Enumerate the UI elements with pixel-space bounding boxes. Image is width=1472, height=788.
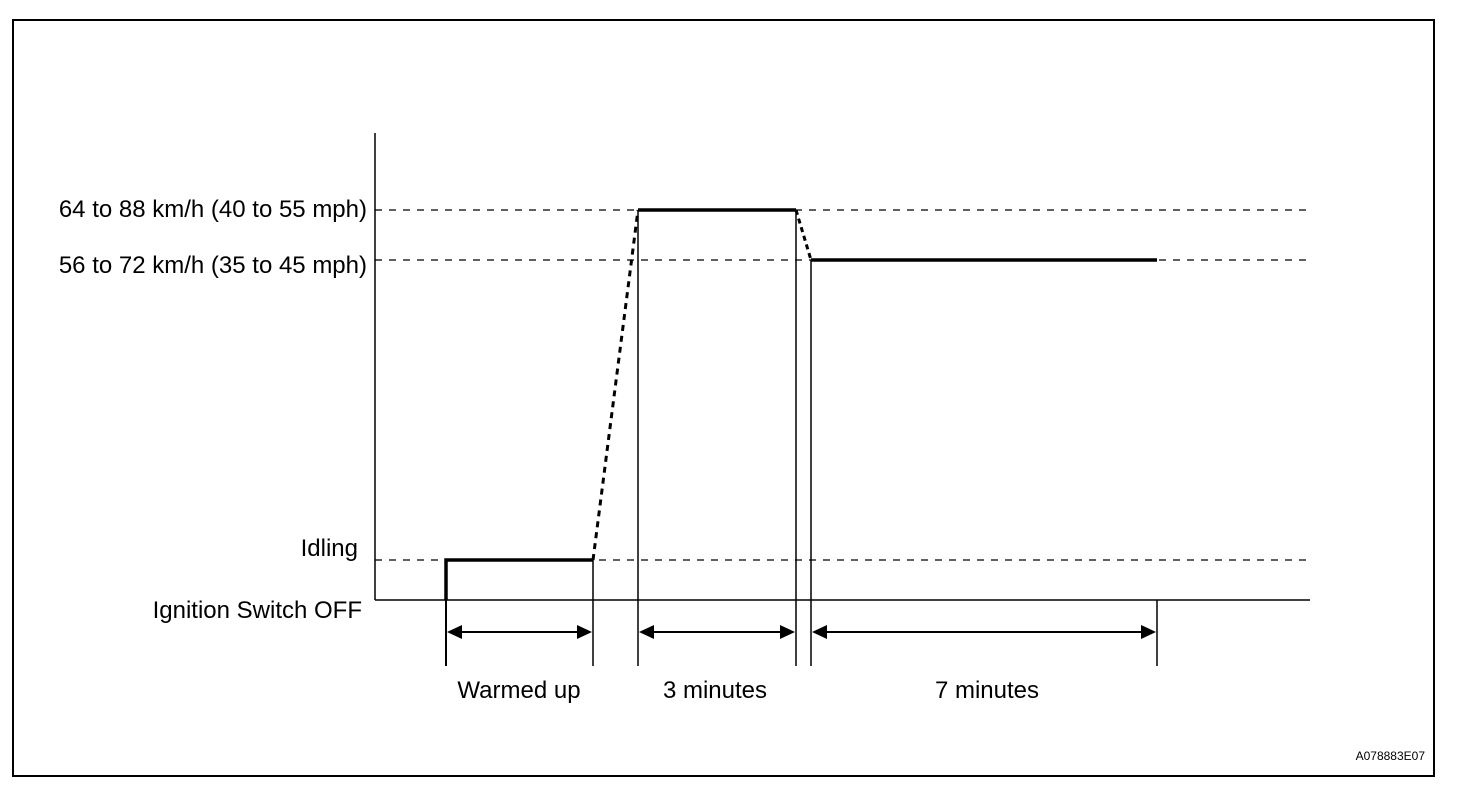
seven-minutes-label: 7 minutes <box>935 677 1039 704</box>
mid-speed-label: 56 to 72 km/h (35 to 45 mph) <box>59 252 367 279</box>
three-minutes-label: 3 minutes <box>663 677 767 704</box>
seven-minutes-duration-arrow <box>812 625 1156 639</box>
diagram-border <box>12 19 1435 777</box>
idle-profile-segment <box>444 558 593 600</box>
warm-up-duration-arrow <box>447 625 592 639</box>
figure-code: A078883E07 <box>1356 749 1426 763</box>
ignition-off-label: Ignition Switch OFF <box>153 597 362 624</box>
warmed-up-label: Warmed up <box>457 677 580 704</box>
deceleration-ramp <box>794 209 813 261</box>
high-speed-label: 64 to 88 km/h (40 to 55 mph) <box>59 196 367 223</box>
three-minutes-duration-arrow <box>639 625 795 639</box>
idle-label: Idling <box>301 535 358 562</box>
acceleration-ramp <box>591 209 640 561</box>
